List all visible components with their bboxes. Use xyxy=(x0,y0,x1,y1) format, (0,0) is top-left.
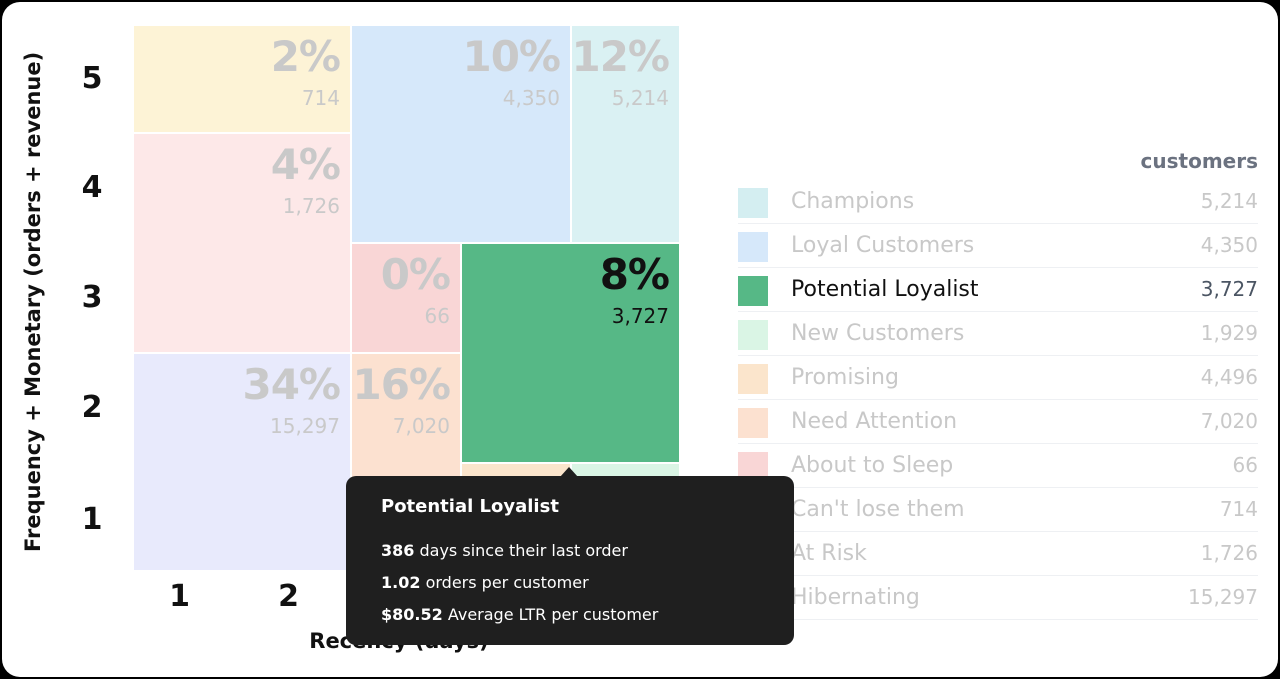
tooltip-value: 386 xyxy=(381,541,415,560)
segment-count: 7,020 xyxy=(392,414,450,438)
segment-cell-loyal-customers[interactable]: 10% 4,350 xyxy=(351,25,571,243)
y-tick-label: 2 xyxy=(81,390,103,425)
segment-percent: 12% xyxy=(571,32,670,81)
legend-value: 7,020 xyxy=(1200,409,1258,433)
legend-label: At Risk xyxy=(791,541,867,566)
legend-swatch xyxy=(738,364,768,394)
segment-percent: 0% xyxy=(380,250,451,299)
legend-item-loyal-customers[interactable]: Loyal Customers 4,350 xyxy=(738,224,1258,268)
segment-count: 3,727 xyxy=(611,304,669,328)
legend-label: Champions xyxy=(791,189,915,214)
x-tick-label: 2 xyxy=(278,579,299,614)
segment-percent: 2% xyxy=(270,32,341,81)
segment-count: 5,214 xyxy=(611,86,669,110)
legend-item-promising[interactable]: Promising 4,496 xyxy=(738,356,1258,400)
tooltip-text: Average LTR per customer xyxy=(447,605,659,624)
segment-cell-about-to-sleep[interactable]: 0% 66 xyxy=(351,243,461,353)
legend-label: New Customers xyxy=(791,321,965,346)
legend-value: 3,727 xyxy=(1200,277,1258,301)
segment-count: 4,350 xyxy=(502,86,560,110)
y-tick-label: 3 xyxy=(81,280,103,315)
legend-value: 4,496 xyxy=(1200,365,1258,389)
segment-percent: 10% xyxy=(462,32,561,81)
tooltip-value: $80.52 xyxy=(381,605,443,624)
legend-item-new-customers[interactable]: New Customers 1,929 xyxy=(738,312,1258,356)
legend-item-at-risk[interactable]: At Risk 1,726 xyxy=(738,532,1258,576)
tooltip-line-ltr: $80.52 Average LTR per customer xyxy=(381,605,658,624)
segment-cell-hibernating[interactable]: 34% 15,297 xyxy=(133,353,351,571)
legend-label: About to Sleep xyxy=(791,453,954,478)
segment-count: 714 xyxy=(301,86,340,110)
legend-value: 1,929 xyxy=(1200,321,1258,345)
tooltip-line-orders: 1.02 orders per customer xyxy=(381,573,589,592)
segment-count: 1,726 xyxy=(282,194,340,218)
segment-cell-can-t-lose-them[interactable]: 2% 714 xyxy=(133,25,351,133)
legend-label: Promising xyxy=(791,365,899,390)
legend-label: Need Attention xyxy=(791,409,958,434)
legend-item-can-t-lose-them[interactable]: Can't lose them 714 xyxy=(738,488,1258,532)
tooltip-text: days since their last order xyxy=(419,541,628,560)
segment-cell-potential-loyalist[interactable]: 8% 3,727 xyxy=(461,243,680,463)
segment-count: 15,297 xyxy=(270,414,340,438)
segment-percent: 34% xyxy=(242,360,341,409)
legend-value: 66 xyxy=(1232,453,1258,477)
x-tick-label: 1 xyxy=(169,579,190,614)
tooltip-title: Potential Loyalist xyxy=(381,496,559,517)
legend-value: 4,350 xyxy=(1200,233,1258,257)
y-axis-label: Frequency + Monetary (orders + revenue) xyxy=(21,51,45,552)
legend-label: Potential Loyalist xyxy=(791,277,979,302)
segment-cell-champions[interactable]: 12% 5,214 xyxy=(571,25,680,243)
y-tick-label: 1 xyxy=(81,502,103,537)
legend-swatch xyxy=(738,320,768,350)
segment-percent: 4% xyxy=(270,140,341,189)
tooltip-text: orders per customer xyxy=(425,573,589,592)
y-tick-label: 5 xyxy=(81,61,103,96)
segment-percent: 16% xyxy=(352,360,451,409)
legend-item-champions[interactable]: Champions 5,214 xyxy=(738,180,1258,224)
legend-swatch xyxy=(738,188,768,218)
legend-item-about-to-sleep[interactable]: About to Sleep 66 xyxy=(738,444,1258,488)
segment-cell-at-risk[interactable]: 4% 1,726 xyxy=(133,133,351,353)
legend-label: Hibernating xyxy=(791,585,920,610)
legend-value: 1,726 xyxy=(1200,541,1258,565)
legend-value: 15,297 xyxy=(1188,585,1258,609)
legend-header: customers xyxy=(1140,149,1258,173)
legend-label: Can't lose them xyxy=(791,497,965,522)
legend-item-potential-loyalist[interactable]: Potential Loyalist 3,727 xyxy=(738,268,1258,312)
legend-swatch xyxy=(738,232,768,262)
tooltip-line-recency: 386 days since their last order xyxy=(381,541,628,560)
legend-value: 714 xyxy=(1219,497,1258,521)
segment-percent: 8% xyxy=(599,250,670,299)
y-tick-label: 4 xyxy=(81,170,103,205)
segment-count: 66 xyxy=(424,304,450,328)
legend-item-hibernating[interactable]: Hibernating 15,297 xyxy=(738,576,1258,620)
tooltip: Potential Loyalist 386 days since their … xyxy=(346,467,794,645)
legend-swatch xyxy=(738,408,768,438)
legend-swatch xyxy=(738,276,768,306)
legend-item-need-attention[interactable]: Need Attention 7,020 xyxy=(738,400,1258,444)
legend-value: 5,214 xyxy=(1200,189,1258,213)
legend-label: Loyal Customers xyxy=(791,233,975,258)
tooltip-value: 1.02 xyxy=(381,573,421,592)
